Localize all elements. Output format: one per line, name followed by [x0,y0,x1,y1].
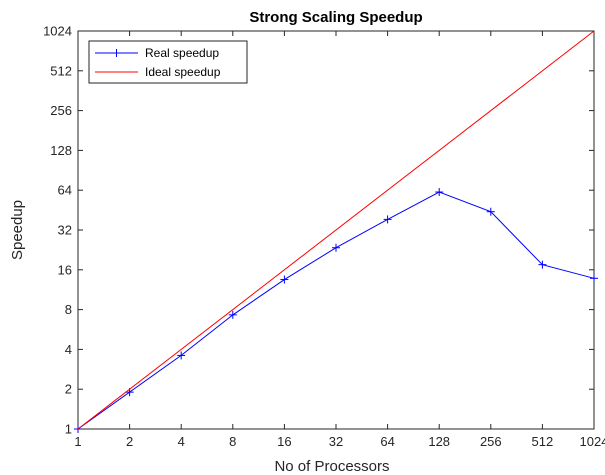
x-tick-label: 512 [532,434,554,449]
y-tick-label: 8 [65,302,72,317]
data-point [486,207,495,216]
x-tick-label: 32 [329,434,343,449]
series-line-1 [77,30,595,430]
legend-label: Real speedup [145,46,219,60]
x-axis-ticks: 1 2 4 8 16 32 64 128 256 512 1024 [74,31,605,449]
y-tick-label: 64 [58,183,72,198]
y-tick-label: 256 [50,103,72,118]
x-tick-label: 64 [380,434,394,449]
y-tick-label: 128 [50,143,72,158]
x-tick-label: 2 [126,434,133,449]
data-point [538,260,547,269]
x-tick-label: 16 [277,434,291,449]
data-point [228,310,237,319]
legend-box [88,40,248,84]
data-point [177,351,186,360]
data-point [590,274,598,283]
legend: Real speedup Ideal speedup [88,40,248,84]
data-point [332,243,340,252]
y-tick-label: 16 [58,262,72,277]
y-tick-label: 1 [65,422,72,437]
data-point [435,188,444,197]
x-tick-label: 128 [428,434,450,449]
series-line-0 [77,191,595,430]
legend-label: Ideal speedup [145,65,221,79]
x-tick-label: 4 [178,434,185,449]
data-point [280,275,289,284]
y-tick-label: 32 [58,223,72,238]
data-point [383,215,392,224]
y-tick-label: 512 [50,63,72,78]
x-tick-label: 1024 [580,434,605,449]
y-tick-label: 1024 [43,24,72,39]
y-tick-label: 2 [65,382,72,397]
x-tick-label: 8 [229,434,236,449]
y-axis-ticks: 1 2 4 8 16 32 64 128 256 512 1024 [43,24,594,437]
chart-title: Strong Scaling Speedup [249,9,422,26]
y-tick-label: 4 [65,342,72,357]
y-axis-label: Speedup [9,200,26,260]
series-layer [74,30,598,433]
x-tick-label: 256 [480,434,502,449]
x-axis-label: No of Processors [274,458,389,475]
x-tick-label: 1 [74,434,81,449]
